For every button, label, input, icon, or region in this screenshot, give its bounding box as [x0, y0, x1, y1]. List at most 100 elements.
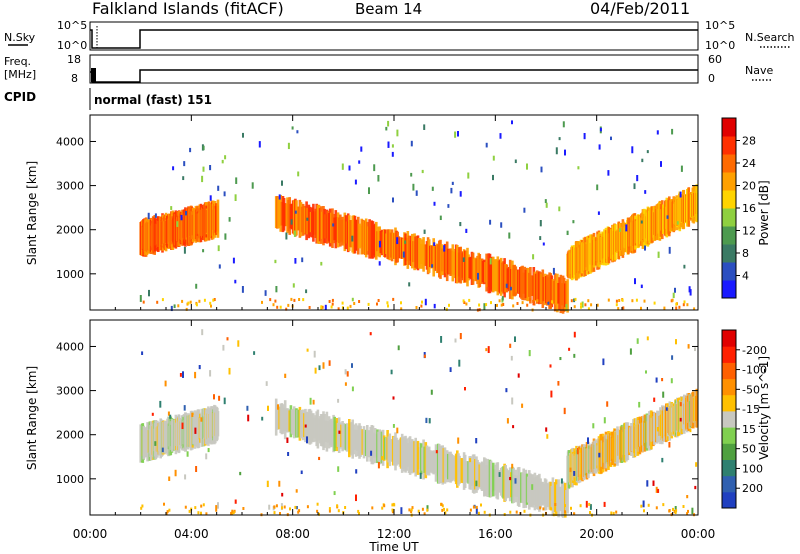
power-ground-speck — [574, 297, 577, 301]
velocity-speck — [247, 414, 250, 422]
power-ground-speck — [596, 303, 599, 307]
power-speck — [332, 223, 335, 227]
velocity-ground-speck — [391, 508, 394, 512]
power-speck — [646, 150, 649, 154]
velocity-speck — [277, 404, 279, 410]
velocity-ytick-label: 4000 — [56, 340, 84, 353]
power-ground-speck — [590, 303, 593, 307]
nsky-label: N.Sky — [4, 31, 36, 44]
power-speck — [450, 187, 453, 194]
velocity-speck — [370, 450, 373, 456]
power-speck — [558, 206, 561, 212]
date-label: 04/Feb/2011 — [590, 0, 690, 18]
velocity-ground-speck — [647, 503, 650, 507]
velocity-ground-speck — [391, 510, 394, 514]
power-ground-speck — [693, 307, 696, 311]
velocity-speck — [662, 391, 665, 398]
power-speck — [415, 190, 418, 196]
power-speck — [217, 185, 220, 191]
velocity-colorbar-swatch — [722, 394, 736, 412]
velocity-speck — [253, 351, 256, 355]
velocity-speck — [351, 363, 353, 368]
velocity-speck — [168, 476, 171, 481]
cpid-program: normal (fast) 151 — [94, 93, 212, 107]
power-ground-speck — [285, 307, 288, 311]
velocity-speck — [475, 438, 478, 444]
velocity-ground-speck — [662, 503, 665, 507]
velocity-speck — [475, 508, 478, 514]
velocity-speck — [587, 437, 589, 444]
velocity-ground-speck — [163, 502, 165, 506]
power-speck — [599, 127, 602, 132]
power-panel: Slant Range [km] 1000 2000 3000 4000 — [25, 114, 699, 314]
power-speck — [387, 141, 390, 148]
power-ytick-label: 4000 — [56, 135, 84, 148]
power-ground-speck — [465, 302, 468, 306]
power-speck — [290, 219, 293, 225]
power-speck — [173, 304, 176, 309]
velocity-speck — [194, 427, 197, 434]
nave-label: Nave — [745, 64, 773, 77]
velocity-speck — [346, 371, 349, 377]
power-speck — [291, 126, 294, 130]
velocity-ground-speck — [283, 505, 286, 509]
velocity-speck — [454, 338, 457, 343]
velocity-speck — [485, 348, 488, 352]
power-speck — [387, 120, 390, 127]
power-speck — [301, 257, 304, 263]
freq-unit-label: [MHz] — [4, 68, 36, 81]
power-ground-speck — [415, 306, 418, 309]
power-speck — [581, 301, 584, 308]
velocity-speck — [318, 456, 321, 461]
velocity-ground-speck — [570, 506, 572, 510]
power-speck — [501, 296, 504, 301]
power-ground-speck — [177, 304, 180, 308]
station-title: Falkland Islands (fitACF) — [92, 0, 284, 18]
velocity-speck — [295, 489, 298, 493]
power-ground-speck — [261, 300, 263, 304]
velocity-speck — [573, 471, 576, 476]
power-ground-speck — [392, 297, 395, 301]
velocity-ground-speck — [675, 509, 678, 513]
power-speck — [542, 242, 545, 246]
velocity-ground-speck — [166, 510, 169, 514]
velocity-speck — [512, 425, 515, 429]
power-speck — [492, 155, 495, 161]
power-speck — [180, 214, 183, 221]
power-speck — [688, 286, 691, 293]
power-speck — [391, 144, 394, 148]
velocity-ground-speck — [337, 509, 340, 513]
power-ground-speck — [213, 298, 216, 301]
velocity-ground-speck — [188, 509, 191, 513]
velocity-speck — [266, 480, 269, 488]
velocity-colorbar-swatch — [722, 443, 736, 460]
power-ground-speck — [663, 306, 666, 310]
velocity-speck — [469, 458, 472, 463]
velocity-ground-speck — [483, 510, 486, 514]
velocity-ground-speck — [294, 505, 297, 509]
freq-label: Freq. — [4, 55, 31, 68]
velocity-ground-speck — [672, 507, 674, 511]
velocity-speck — [657, 488, 660, 493]
power-colorbar-swatch — [722, 208, 736, 227]
velocity-colorbar: 200 100 50 15 -15 -50 -100 -200 — [721, 329, 767, 509]
power-speck — [597, 211, 600, 215]
power-speck — [526, 163, 528, 170]
velocity-ground-speck — [426, 508, 429, 512]
power-ground-speck — [321, 305, 324, 309]
power-speck — [217, 245, 220, 252]
power-speck — [412, 183, 415, 191]
power-ground-speck — [142, 300, 145, 304]
velocity-speck — [426, 505, 429, 512]
velocity-speck — [573, 331, 576, 338]
velocity-speck — [517, 373, 520, 378]
power-ground-speck — [551, 300, 554, 304]
velocity-speck — [550, 390, 553, 398]
velocity-ground-speck — [411, 506, 414, 510]
velocity-speck — [396, 427, 399, 434]
velocity-ground-speck — [542, 507, 545, 511]
power-ground-speck — [156, 300, 159, 304]
velocity-speck — [284, 373, 287, 378]
velocity-speck — [560, 478, 563, 484]
